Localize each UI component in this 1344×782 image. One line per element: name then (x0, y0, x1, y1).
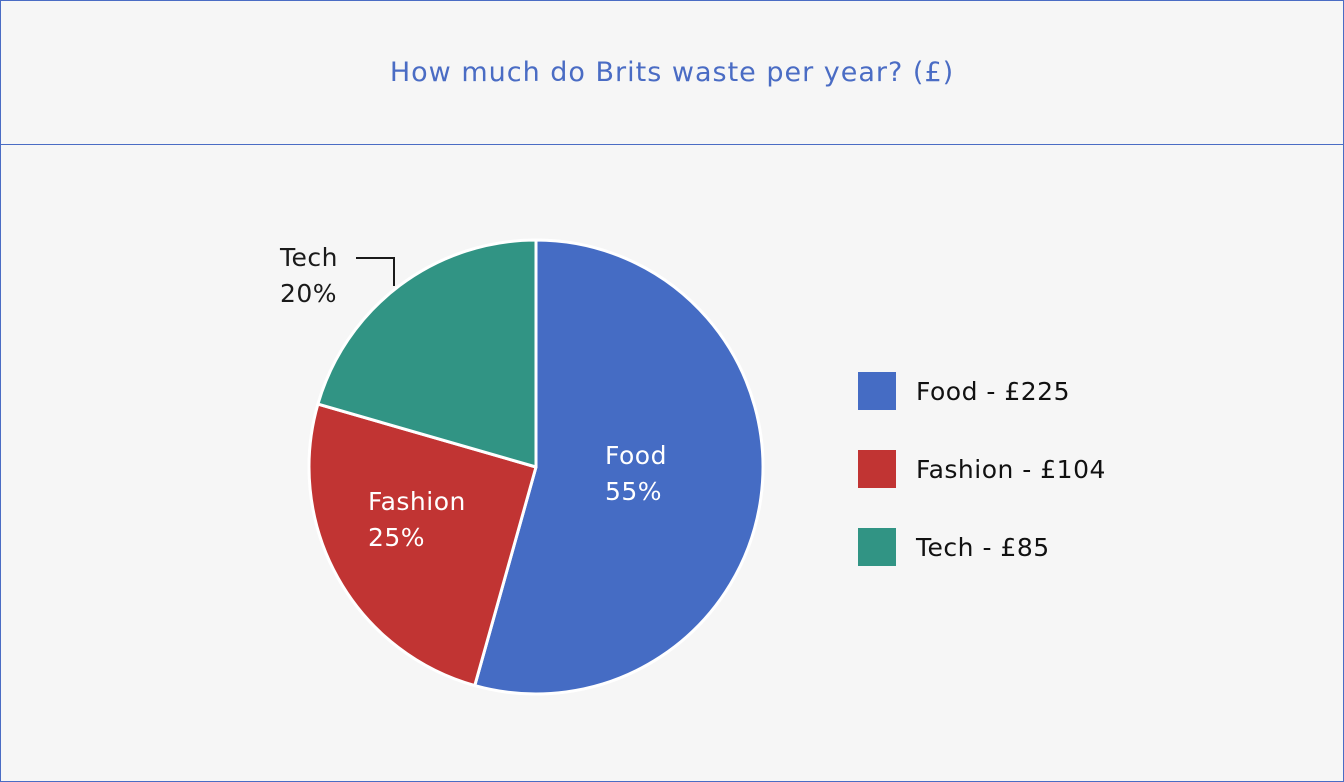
legend-swatch-fashion (858, 450, 896, 488)
legend-label-fashion: Fashion - £104 (916, 454, 1106, 484)
pie-slice-fashion (307, 402, 538, 688)
legend-swatch-tech (858, 528, 896, 566)
legend-item-tech: Tech - £85 (858, 528, 1106, 566)
pie-slice-food (473, 238, 765, 696)
legend-swatch-food (858, 372, 896, 410)
legend-item-fashion: Fashion - £104 (858, 450, 1106, 488)
pie-labels: Food 55% Fashion 25% Tech 20% (279, 243, 667, 552)
slice-label-food-percent: 55% (605, 477, 662, 506)
legend-label-food: Food - £225 (916, 376, 1070, 406)
slice-label-fashion-name: Fashion (368, 487, 466, 516)
slice-label-food-name: Food (605, 441, 667, 470)
tech-leader-line (356, 257, 395, 286)
legend-item-food: Food - £225 (858, 372, 1106, 410)
legend-label-tech: Tech - £85 (916, 532, 1050, 562)
chart-title: How much do Brits waste per year? (£) (389, 57, 955, 88)
slice-label-tech-percent: 20% (280, 279, 337, 308)
pie-slices (307, 238, 765, 696)
slice-label-fashion-percent: 25% (368, 523, 425, 552)
chart-legend: Food - £225 Fashion - £104 Tech - £85 (858, 372, 1106, 606)
pie-slice-tech (316, 238, 538, 469)
chart-header: How much do Brits waste per year? (£) (1, 1, 1343, 145)
slice-label-tech-name: Tech (279, 243, 338, 272)
